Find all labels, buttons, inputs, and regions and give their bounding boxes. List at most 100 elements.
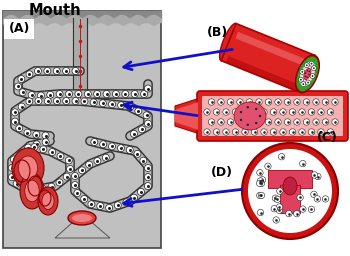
Circle shape <box>126 146 133 153</box>
Circle shape <box>97 202 104 210</box>
Circle shape <box>227 99 234 105</box>
Circle shape <box>307 82 309 83</box>
Circle shape <box>204 129 210 135</box>
Circle shape <box>33 141 40 148</box>
Circle shape <box>257 209 264 216</box>
Circle shape <box>327 109 334 115</box>
Circle shape <box>246 99 253 105</box>
Circle shape <box>227 119 234 125</box>
Ellipse shape <box>300 61 315 87</box>
Circle shape <box>242 109 248 115</box>
Circle shape <box>123 199 130 206</box>
Circle shape <box>78 167 85 174</box>
Circle shape <box>63 68 70 74</box>
Circle shape <box>308 129 315 135</box>
Circle shape <box>114 202 121 209</box>
Ellipse shape <box>219 23 238 61</box>
Circle shape <box>24 129 31 136</box>
Circle shape <box>332 119 338 125</box>
Circle shape <box>108 143 116 150</box>
Circle shape <box>145 174 152 180</box>
Ellipse shape <box>234 102 266 130</box>
Circle shape <box>297 194 303 201</box>
Circle shape <box>26 71 33 78</box>
Circle shape <box>63 98 70 104</box>
Circle shape <box>34 68 41 74</box>
Circle shape <box>86 161 93 168</box>
Circle shape <box>311 191 317 198</box>
Circle shape <box>8 164 15 171</box>
Text: (B): (B) <box>207 26 229 39</box>
Circle shape <box>88 201 95 208</box>
Ellipse shape <box>68 211 96 225</box>
Circle shape <box>232 109 239 115</box>
Circle shape <box>265 99 272 105</box>
Circle shape <box>313 67 315 69</box>
Circle shape <box>213 109 220 115</box>
Circle shape <box>310 73 315 79</box>
Circle shape <box>18 150 24 157</box>
Circle shape <box>57 153 64 160</box>
Circle shape <box>246 124 249 126</box>
Circle shape <box>300 69 305 74</box>
Circle shape <box>54 98 61 104</box>
Circle shape <box>71 173 78 179</box>
Circle shape <box>294 210 300 217</box>
Circle shape <box>318 129 324 135</box>
FancyBboxPatch shape <box>4 19 34 39</box>
Circle shape <box>223 109 229 115</box>
FancyBboxPatch shape <box>221 24 315 92</box>
Circle shape <box>218 99 224 105</box>
Circle shape <box>306 76 308 78</box>
Circle shape <box>145 120 152 127</box>
Circle shape <box>42 132 49 139</box>
FancyBboxPatch shape <box>226 56 298 91</box>
Circle shape <box>299 129 305 135</box>
Circle shape <box>65 157 72 164</box>
Ellipse shape <box>72 214 92 222</box>
Circle shape <box>223 129 229 135</box>
Circle shape <box>327 129 334 135</box>
Circle shape <box>276 207 282 214</box>
Circle shape <box>257 180 263 187</box>
Circle shape <box>48 183 55 190</box>
Circle shape <box>25 144 32 151</box>
Circle shape <box>71 182 78 189</box>
Circle shape <box>300 206 306 212</box>
Circle shape <box>47 91 54 98</box>
Ellipse shape <box>295 55 319 93</box>
Circle shape <box>305 72 307 74</box>
Circle shape <box>75 91 82 98</box>
Circle shape <box>303 119 310 125</box>
Circle shape <box>315 173 321 180</box>
Circle shape <box>21 185 28 192</box>
Ellipse shape <box>19 156 37 180</box>
Circle shape <box>118 102 125 109</box>
Circle shape <box>108 101 116 108</box>
Circle shape <box>208 119 215 125</box>
Circle shape <box>81 196 88 202</box>
Circle shape <box>10 156 18 163</box>
Circle shape <box>265 163 271 169</box>
Circle shape <box>286 210 292 217</box>
Circle shape <box>312 66 316 71</box>
Circle shape <box>145 183 152 190</box>
Circle shape <box>313 99 319 105</box>
Circle shape <box>261 129 267 135</box>
Circle shape <box>301 82 306 87</box>
Circle shape <box>322 119 329 125</box>
Circle shape <box>53 68 60 74</box>
Circle shape <box>280 109 286 115</box>
Circle shape <box>332 99 338 105</box>
Ellipse shape <box>25 180 39 202</box>
Circle shape <box>284 119 291 125</box>
Circle shape <box>139 126 146 133</box>
Circle shape <box>289 129 296 135</box>
Circle shape <box>301 71 303 73</box>
Circle shape <box>246 119 253 125</box>
Ellipse shape <box>297 57 318 90</box>
Circle shape <box>318 109 324 115</box>
Circle shape <box>312 75 313 77</box>
Circle shape <box>49 148 56 156</box>
Circle shape <box>300 79 302 81</box>
